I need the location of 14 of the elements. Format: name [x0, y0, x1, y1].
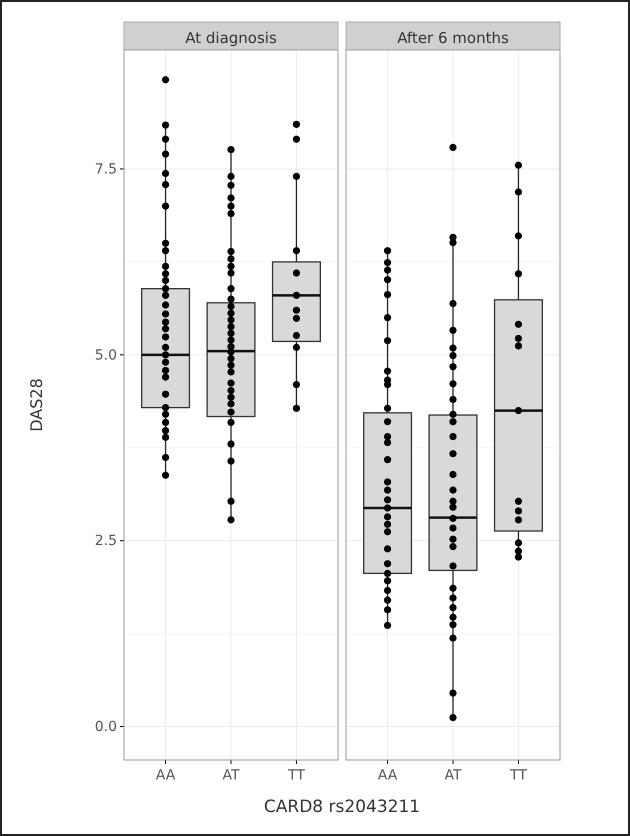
- y-tick-label: 5.0: [94, 347, 117, 364]
- y-tick-label: 0.0: [94, 719, 117, 736]
- chart-title: After 6 months: [397, 29, 509, 47]
- x-tick-label: TT: [287, 768, 306, 784]
- chart-title: At diagnosis: [185, 29, 277, 47]
- x-tick-label: AA: [378, 768, 398, 784]
- x-tick-label: AA: [156, 768, 176, 784]
- y-tick-label: 7.5: [94, 161, 117, 178]
- y-axis-title: DAS28: [27, 378, 46, 432]
- x-tick-label: TT: [509, 768, 528, 784]
- x-axis-title: CARD8 rs2043211: [264, 797, 420, 817]
- x-tick-label: AT: [444, 768, 462, 784]
- x-tick-label: AT: [222, 768, 240, 784]
- y-tick-label: 2.5: [94, 533, 117, 550]
